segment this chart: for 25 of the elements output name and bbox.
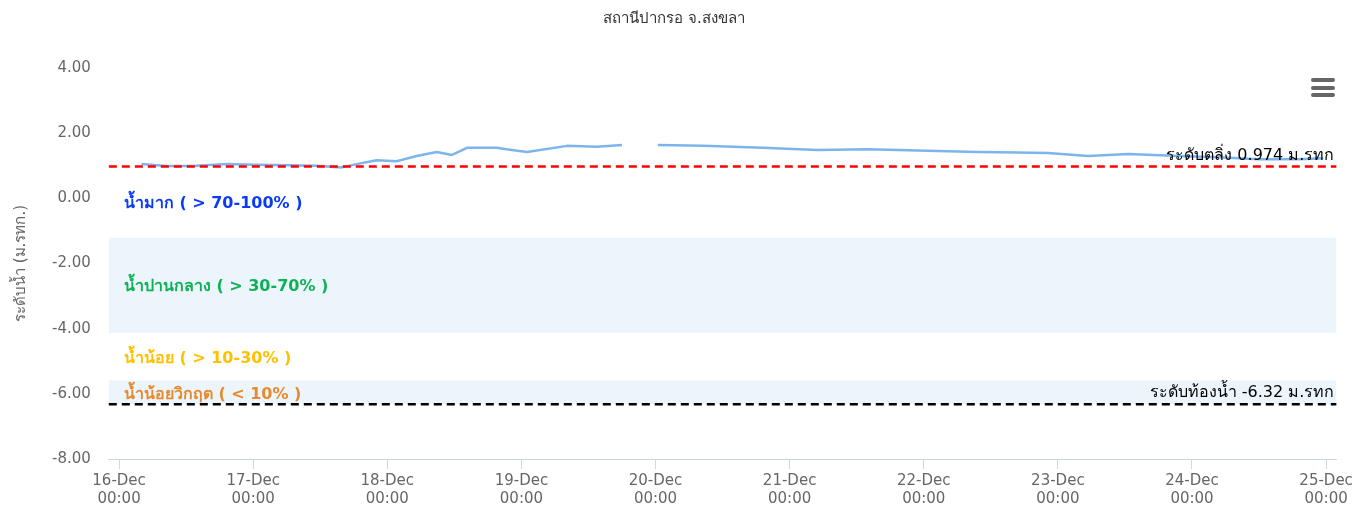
x-tick-label: 24-Dec 00:00 [1165, 470, 1219, 507]
x-tick-label: 18-Dec 00:00 [360, 470, 415, 507]
y-tick-label: -2.00 [52, 253, 91, 272]
y-tick-label: 4.00 [57, 57, 91, 76]
y-axis-title: ระดับน้ำ (ม.รทก.) [8, 204, 29, 323]
chart-title: สถานีปากรอ จ.สงขลา [603, 8, 745, 27]
x-tick-label: 20-Dec 00:00 [628, 470, 683, 507]
y-tick-label: -8.00 [52, 448, 91, 467]
x-tick-label: 22-Dec 00:00 [896, 470, 951, 507]
x-tick-label: 17-Dec 00:00 [226, 470, 280, 507]
ref-line-label: ระดับท้องน้ำ -6.32 ม.รทก [1149, 380, 1335, 402]
annotation: น้ำน้อย ( > 10-30% ) [123, 344, 292, 367]
band-label: น้ำปานกลาง ( > 30-70% ) [123, 273, 329, 296]
annotation: น้ำมาก ( > 70-100% ) [123, 190, 303, 213]
x-tick-label: 19-Dec 00:00 [494, 470, 549, 507]
x-tick-label: 25-Dec 00:00 [1299, 470, 1353, 507]
x-tick-label: 21-Dec 00:00 [762, 470, 817, 507]
band-label: น้ำน้อยวิกฤต ( < 10% ) [123, 380, 302, 403]
ref-line-label: ระดับตลิ่ง 0.974 ม.รทก [1166, 142, 1335, 164]
x-tick-label: 16-Dec 00:00 [92, 470, 146, 507]
y-tick-label: 2.00 [57, 123, 91, 142]
y-tick-label: -6.00 [52, 383, 91, 402]
y-tick-label: -4.00 [52, 318, 91, 337]
x-tick-label: 23-Dec 00:00 [1031, 470, 1085, 507]
y-tick-label: 0.00 [57, 188, 91, 207]
